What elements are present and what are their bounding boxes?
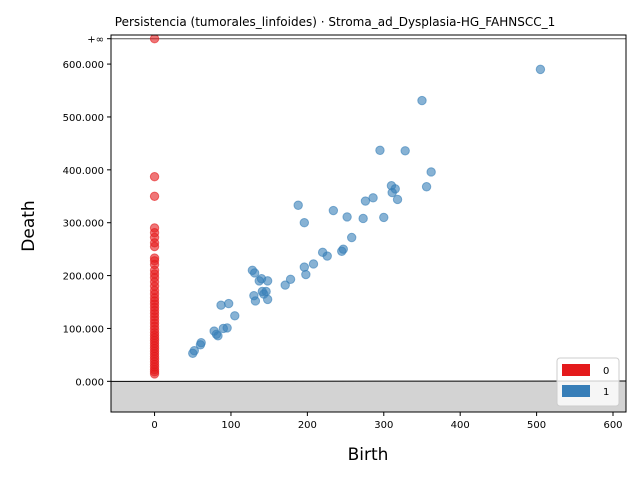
point-series-1-8 — [387, 187, 397, 198]
point-series-1-27 — [301, 269, 311, 280]
y-tick-label-4: 400.000 — [63, 166, 104, 177]
point-series-1-20 — [322, 251, 332, 261]
point-series-1-43 — [218, 323, 229, 334]
legend-swatch-0 — [562, 364, 590, 376]
legend-swatch-1 — [562, 385, 590, 397]
legend: 01 — [556, 357, 620, 407]
point-series-1-39 — [223, 298, 234, 309]
x-axis-label: Birth — [348, 445, 389, 465]
point-series-1-28 — [285, 274, 296, 284]
point-series-1-0 — [535, 64, 546, 75]
point-series-1-17 — [379, 212, 389, 223]
x-tick-label-2: 200 — [298, 420, 317, 431]
plot-clipped-group — [111, 35, 626, 412]
x-tick-label-4: 400 — [451, 420, 470, 431]
y-tick-label-0: 0.000 — [75, 377, 104, 388]
point-series-1-1 — [417, 95, 427, 106]
y-tick-label-5: 500.000 — [63, 113, 104, 124]
chart-title: Persistencia (tumorales_linfoides) · Str… — [115, 15, 555, 29]
point-series-1-3 — [400, 146, 410, 156]
plot-frame — [110, 34, 627, 413]
point-series-1-18 — [346, 232, 357, 243]
legend-label-1: 1 — [603, 387, 609, 398]
point-series-1-11 — [360, 196, 371, 206]
point-series-1-13 — [328, 205, 339, 216]
x-tick-label-6: 600 — [603, 420, 622, 431]
point-series-1-46 — [213, 331, 223, 341]
point-series-1-16 — [358, 213, 368, 224]
point-series-1-40 — [216, 300, 226, 310]
point-series-1-10 — [392, 194, 403, 205]
point-series-0-2 — [149, 191, 160, 201]
point-series-1-29 — [280, 280, 290, 290]
point-series-1-37 — [262, 294, 273, 305]
legend-label-0: 0 — [603, 366, 609, 377]
point-series-1-14 — [299, 218, 310, 228]
point-series-1-41 — [230, 311, 240, 321]
x-tick-label-3: 300 — [374, 420, 393, 431]
point-series-0-45 — [149, 369, 160, 379]
y-tick-label-3: 300.000 — [63, 219, 104, 230]
x-tick-label-0: 0 — [151, 420, 157, 431]
point-series-1-31 — [254, 276, 264, 286]
x-tick-label-5: 500 — [527, 420, 546, 431]
point-series-1-50 — [188, 348, 198, 359]
y-tick-label-6: 600.000 — [63, 60, 104, 71]
point-series-1-26 — [249, 268, 260, 278]
x-tick-label-1: 100 — [221, 420, 240, 431]
point-series-1-32 — [262, 276, 273, 286]
point-series-1-12 — [293, 200, 303, 210]
point-series-1-7 — [421, 182, 432, 192]
plot-area: 0 100 200 300 400 500 6000.000100.000200.00030… — [63, 34, 627, 431]
y-tick-label-1: 100.000 — [63, 324, 104, 335]
point-series-1-4 — [426, 167, 436, 177]
point-series-0-0 — [149, 35, 160, 44]
point-series-1-22 — [337, 246, 347, 256]
point-series-0-1 — [149, 172, 160, 182]
point-series-1-38 — [250, 296, 261, 306]
point-series-1-9 — [368, 193, 378, 203]
y-axis-label: Death — [19, 200, 39, 251]
point-series-0-7 — [149, 241, 160, 252]
y-tick-label-infinity: +∞ — [87, 35, 104, 46]
point-series-1-48 — [195, 340, 206, 350]
below-diagonal-region — [111, 381, 626, 412]
y-tick-label-2: 200.000 — [63, 272, 104, 283]
point-series-1-15 — [342, 212, 352, 222]
point-series-1-23 — [308, 259, 319, 269]
point-series-1-2 — [375, 145, 385, 155]
